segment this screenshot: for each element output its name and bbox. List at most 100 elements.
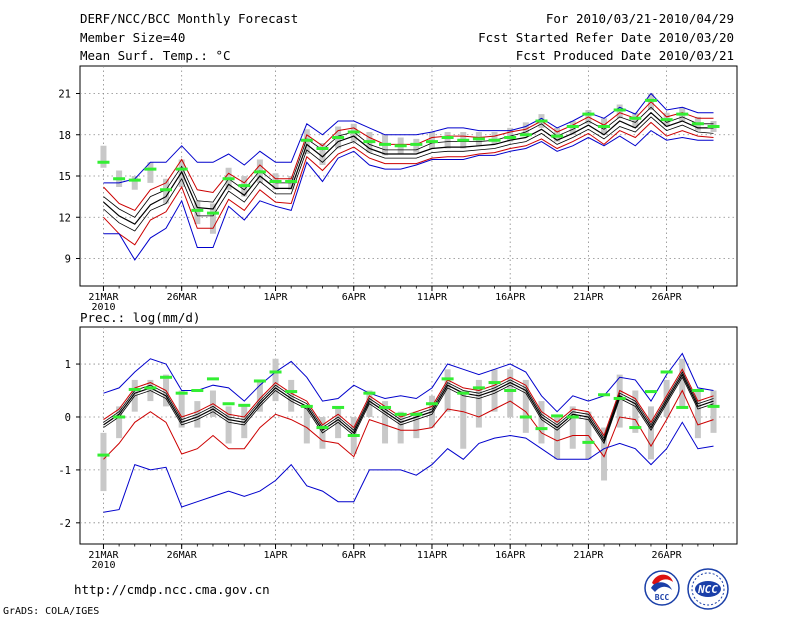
prec-observed-marker: [144, 386, 157, 390]
prec-year-label: 2010: [91, 560, 115, 571]
temp-observed-marker: [598, 125, 611, 128]
temp-xtick-label: 11APR: [417, 292, 448, 303]
prec-observed-marker: [128, 387, 141, 391]
prec-observed-marker: [519, 415, 532, 419]
bcc-logo: BCC: [644, 570, 680, 606]
temp-series-lower: [103, 121, 714, 246]
prec-xtick-label: 1APR: [263, 550, 288, 561]
bcc-logo-text: BCC: [655, 593, 670, 602]
prec-series-mean: [103, 373, 714, 443]
temp-series-mean: [103, 111, 714, 225]
temp-spread-box: [131, 176, 138, 190]
prec-xtick-label: 26MAR: [167, 550, 198, 561]
temp-observed-marker: [410, 142, 423, 146]
temp-xtick-label: 26APR: [652, 292, 683, 303]
prec-observed-marker: [222, 402, 235, 406]
prec-observed-marker: [566, 415, 579, 419]
prec-observed-marker: [488, 381, 501, 385]
prec-spread-box: [632, 390, 639, 433]
temp-series-mean_hi: [103, 106, 714, 218]
temp-observed-marker: [222, 177, 235, 181]
prec-series-mean_lo: [103, 376, 714, 445]
temp-observed-marker: [566, 125, 579, 128]
prec-spread-box: [444, 369, 451, 412]
prec-spread-box: [522, 379, 529, 433]
temp-ytick-label: 12: [58, 212, 71, 224]
prec-spread-box: [475, 379, 482, 428]
temp-observed-marker: [144, 167, 157, 171]
member-size: Member Size=40: [80, 30, 186, 45]
prec-spread-box: [225, 406, 232, 444]
precipitation-panel: -2 -1 0 1 21MAR 26MAR 1APR 6APR 11APR 16APR 21APR 2…: [58, 326, 738, 571]
prec-observed-marker: [300, 404, 313, 408]
prec-spread-box: [569, 406, 576, 449]
temp-observed-marker: [285, 180, 298, 183]
temp-observed-marker: [113, 177, 126, 181]
prec-observed-marker: [629, 426, 642, 430]
prec-spread-box: [382, 401, 389, 444]
prec-spread-box: [554, 416, 561, 460]
ncc-logo-text: NCC: [697, 583, 718, 596]
prec-observed-marker: [472, 386, 485, 390]
temp-observed-marker: [660, 118, 673, 122]
temp-spread-box: [100, 145, 107, 168]
temp-observed-marker: [175, 167, 188, 171]
prec-observed-marker: [598, 393, 611, 397]
prec-observed-marker: [238, 403, 251, 407]
prec-spread-box: [256, 379, 263, 412]
prec-observed-marker: [425, 402, 438, 406]
grads-credit: GrADS: COLA/IGES: [3, 606, 100, 617]
temp-observed-marker: [582, 112, 595, 116]
prec-observed-marker: [676, 405, 689, 409]
prec-observed-marker: [644, 390, 657, 394]
temp-observed-marker: [613, 108, 626, 112]
temp-observed-marker: [457, 138, 470, 142]
prec-ytick-label: -2: [58, 518, 71, 530]
temp-ytick-label: 15: [58, 171, 71, 183]
temp-observed-marker: [191, 208, 204, 212]
temp-series-min: [103, 129, 714, 261]
prec-observed-marker: [160, 375, 173, 379]
temp-spread-box: [194, 200, 201, 225]
temp-observed-marker: [160, 188, 173, 192]
temp-series-max: [103, 92, 714, 184]
temp-spread-box: [444, 132, 451, 149]
prec-observed-marker: [191, 389, 204, 393]
prec-series-max: [103, 352, 714, 413]
temp-observed-marker: [97, 160, 110, 164]
temp-observed-marker: [316, 147, 329, 150]
prec-spread-box: [538, 401, 545, 444]
prec-series-lower: [103, 389, 714, 460]
temp-observed-marker: [707, 125, 720, 128]
temp-year-label: 2010: [91, 302, 115, 313]
source-url[interactable]: http://cmdp.ncc.cma.gov.cn: [74, 582, 270, 597]
temp-spread-box: [319, 143, 326, 165]
prec-series-min: [103, 421, 714, 513]
prec-observed-marker: [316, 426, 329, 430]
prec-xtick-label: 6APR: [342, 550, 367, 561]
temp-observed-marker: [379, 142, 392, 146]
prec-spread-box: [413, 411, 420, 439]
prec-observed-marker: [504, 389, 517, 393]
temp-observed-marker: [535, 119, 548, 123]
temp-xtick-label: 21MAR: [88, 292, 119, 303]
prec-observed-marker: [535, 427, 548, 431]
prec-spread-box: [116, 406, 123, 439]
fcst-started-date: Fcst Started Refer Date 2010/03/20: [478, 30, 734, 45]
prec-spread-box: [616, 374, 623, 428]
prec-xtick-label: 11APR: [417, 550, 448, 561]
ncc-logo: NCC: [687, 568, 729, 610]
prec-spread-box: [272, 358, 279, 402]
temp-observed-marker: [238, 184, 251, 188]
prec-ytick-label: 1: [65, 359, 71, 371]
temp-observed-marker: [488, 138, 501, 142]
prec-xtick-label: 16APR: [495, 550, 526, 561]
prec-observed-marker: [707, 404, 720, 408]
temp-observed-marker: [504, 136, 517, 139]
prec-frame: [79, 326, 738, 545]
chart-title: DERF/NCC/BCC Monthly Forecast: [80, 11, 299, 26]
temp-observed-marker: [394, 144, 407, 148]
prec-ytick-label: -1: [58, 465, 71, 477]
temp-observed-marker: [300, 138, 313, 142]
